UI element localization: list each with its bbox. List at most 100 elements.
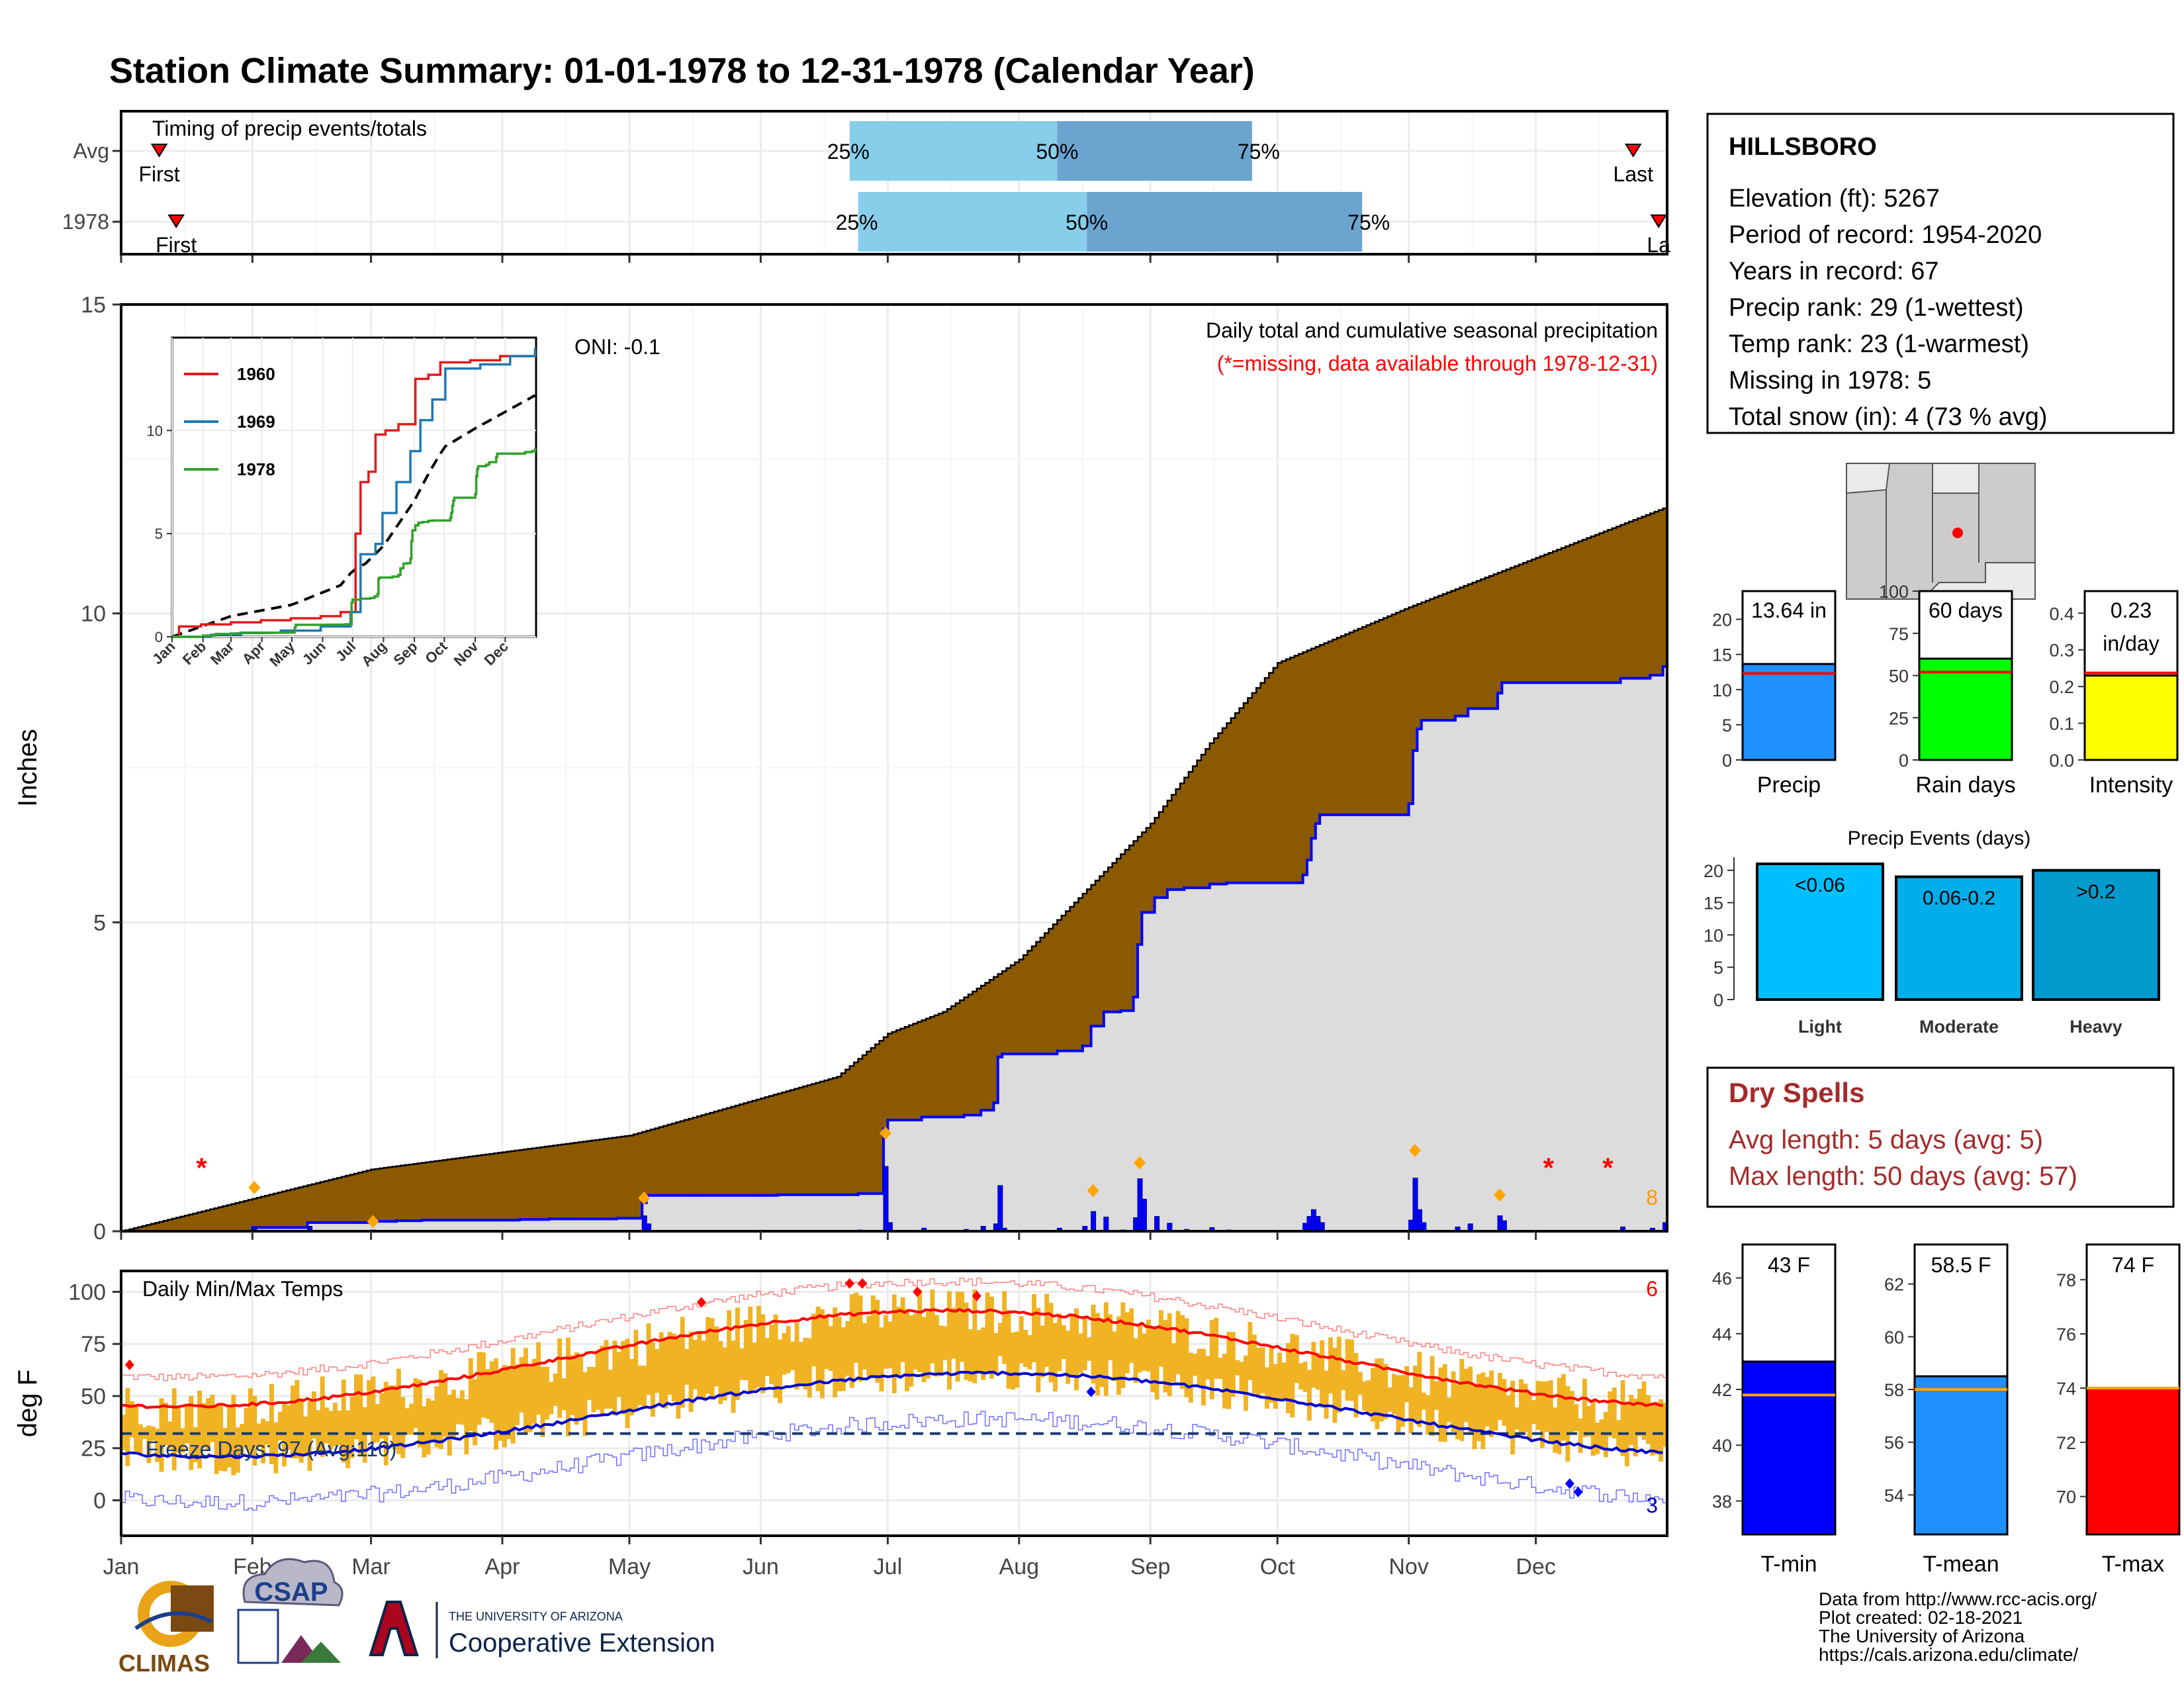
daily-temp-bar	[621, 1340, 626, 1415]
daily-temp-bar	[214, 1405, 219, 1474]
daily-temp-bar	[1519, 1379, 1524, 1433]
below-average-segment	[477, 1155, 482, 1221]
record-high-marker	[858, 1278, 867, 1289]
daily-temp-bar	[1455, 1384, 1460, 1440]
below-average-segment	[1569, 544, 1574, 683]
below-average-segment	[1502, 571, 1507, 683]
daily-temp-bar	[1328, 1337, 1333, 1394]
daily-temp-bar	[125, 1387, 130, 1466]
record-low-marker	[1573, 1486, 1583, 1497]
daily-temp-bar	[1659, 1399, 1664, 1462]
timing-title: Timing of precip events/totals	[152, 117, 427, 140]
daily-temp-bar	[1159, 1310, 1163, 1367]
below-average-segment	[875, 1044, 880, 1194]
events-category-label: Heavy	[2070, 1017, 2122, 1037]
daily-temp-bar	[447, 1394, 452, 1456]
below-average-segment	[231, 1203, 236, 1231]
below-average-segment	[637, 1133, 643, 1219]
below-average-segment	[269, 1194, 274, 1228]
month-label: Jun	[743, 1554, 779, 1579]
daily-temp-bar	[303, 1416, 308, 1457]
daily-temp-bar	[1002, 1291, 1007, 1364]
min-record-count: 3	[1646, 1493, 1658, 1517]
below-average-segment	[523, 1149, 528, 1220]
below-average-segment	[570, 1143, 575, 1219]
below-average-segment	[312, 1184, 316, 1223]
daily-temp-bar	[1451, 1371, 1456, 1432]
daily-temp-bar	[743, 1319, 749, 1381]
daily-temp-bar	[1265, 1367, 1269, 1409]
daily-temp-bar	[1540, 1381, 1545, 1448]
below-average-segment	[553, 1145, 558, 1219]
daily-temp-bar	[887, 1321, 893, 1369]
daily-temp-bar	[1595, 1422, 1600, 1454]
below-average-segment	[1413, 605, 1418, 751]
daily-temp-bar	[345, 1410, 351, 1468]
below-average-segment	[1218, 733, 1223, 884]
daily-temp-bar	[379, 1393, 385, 1439]
daily-temp-bar	[1641, 1381, 1647, 1440]
daily-temp-bar	[1612, 1387, 1617, 1439]
daily-temp-bar	[248, 1388, 253, 1456]
below-average-segment	[1023, 955, 1028, 1055]
daily-temp-bar	[646, 1323, 651, 1395]
below-average-segment	[714, 1111, 719, 1196]
below-average-segment	[536, 1147, 541, 1220]
below-average-segment	[616, 1137, 621, 1219]
daily-temp-bar	[1345, 1338, 1350, 1401]
below-average-segment	[1553, 551, 1558, 683]
below-average-segment	[367, 1170, 372, 1223]
below-average-segment	[722, 1109, 727, 1196]
daily-temp-bar	[549, 1382, 554, 1415]
daily-temp-bar	[1015, 1331, 1020, 1388]
daily-temp-bar	[180, 1428, 185, 1453]
daily-temp-bar	[320, 1376, 325, 1458]
timing-last-marker	[1625, 144, 1642, 158]
below-average-segment	[455, 1158, 461, 1221]
below-average-segment	[1248, 698, 1253, 883]
daily-temp-bar	[341, 1380, 346, 1463]
below-average-segment	[404, 1164, 410, 1221]
daily-temp-bar	[485, 1369, 490, 1419]
below-average-segment	[1290, 657, 1295, 883]
daily-temp-bar	[972, 1289, 978, 1383]
daily-temp-bar	[494, 1358, 499, 1450]
temp-bar-ytick-label: 74	[2056, 1379, 2076, 1399]
daily-precip-bar	[1154, 1216, 1160, 1232]
month-label: Nov	[1388, 1554, 1428, 1579]
below-average-segment	[1167, 800, 1172, 890]
daily-temp-bar	[985, 1292, 990, 1373]
daily-temp-bar	[1379, 1358, 1384, 1422]
daily-temp-bar	[1633, 1399, 1638, 1457]
daily-temp-bar	[1082, 1316, 1087, 1371]
daily-temp-bar	[900, 1297, 905, 1362]
daily-temp-bar	[235, 1427, 240, 1473]
daily-temp-bar	[477, 1352, 482, 1425]
below-average-segment	[426, 1162, 431, 1221]
below-average-segment	[1451, 590, 1456, 721]
events-category-label: Light	[1798, 1017, 1842, 1037]
below-average-segment	[837, 1076, 842, 1195]
daily-temp-bar	[443, 1373, 448, 1437]
daily-temp-bar	[400, 1397, 406, 1458]
daily-temp-bar	[252, 1395, 257, 1466]
daily-temp-bar	[222, 1428, 228, 1472]
daily-temp-bar	[413, 1378, 418, 1429]
daily-temp-bar	[1188, 1352, 1193, 1403]
daily-temp-bar	[862, 1323, 867, 1370]
below-average-segment	[595, 1140, 600, 1219]
average-min-line	[120, 1370, 1663, 1460]
dry-max-length: Max length: 50 days (avg: 57)	[1729, 1162, 2077, 1191]
daily-temp-bar	[367, 1380, 372, 1432]
daily-temp-bar	[1514, 1407, 1520, 1430]
daily-temp-bar	[1650, 1403, 1655, 1456]
below-average-segment	[1222, 727, 1227, 884]
below-average-segment	[849, 1066, 854, 1195]
below-average-segment	[938, 1013, 944, 1117]
daily-precip-bar	[997, 1185, 1003, 1232]
temp-bar-ytick-label: 72	[2056, 1433, 2076, 1453]
daily-temp-bar	[1218, 1357, 1223, 1380]
below-average-segment	[574, 1143, 579, 1219]
daily-temp-bar	[676, 1338, 681, 1419]
below-average-segment	[1540, 556, 1545, 683]
